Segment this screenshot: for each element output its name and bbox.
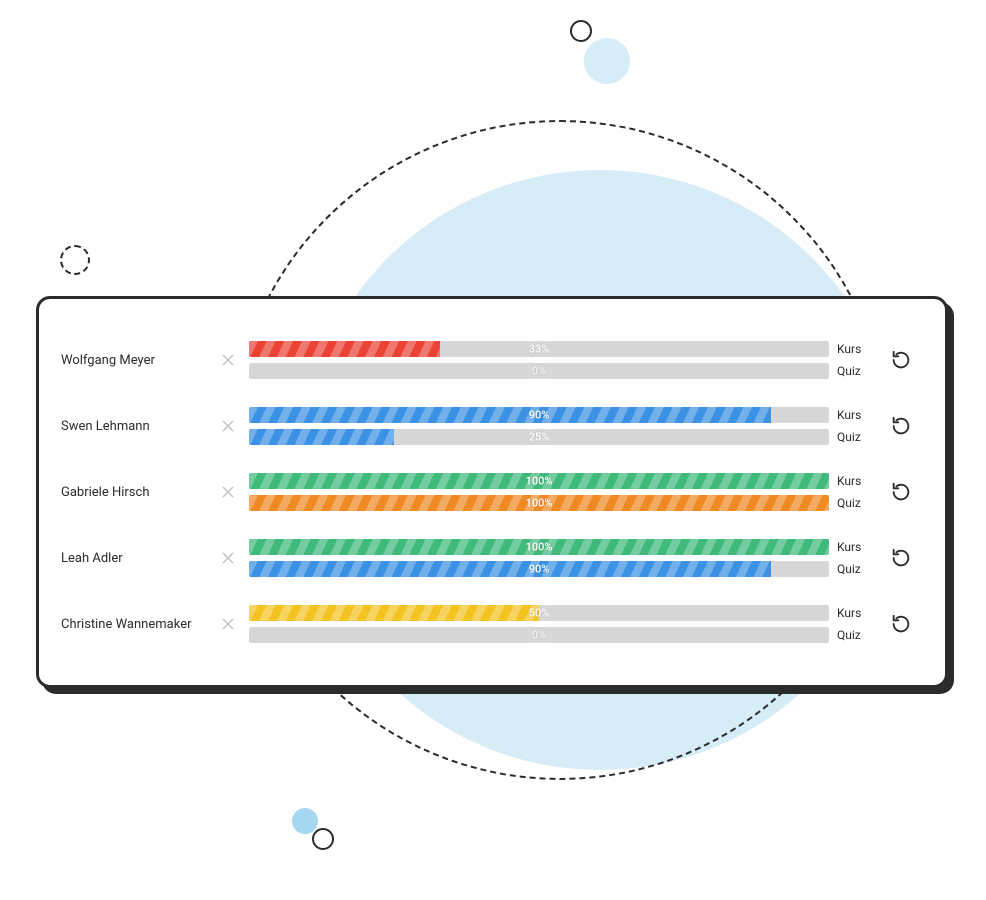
refresh-icon[interactable] [889,612,913,636]
progress-bars: 100% 90% [249,539,829,577]
progress-bar: 0% [249,627,829,643]
quiz-label: Quiz [837,429,881,445]
progress-bar: 100% [249,473,829,489]
student-name: Wolfgang Meyer [61,353,211,368]
student-row: Wolfgang Meyer 33% 0% Kurs Quiz [61,327,923,393]
deco-left-dashed-circle [60,245,90,275]
student-name: Christine Wannemaker [61,617,211,632]
student-name: Gabriele Hirsch [61,485,211,500]
bar-labels: Kurs Quiz [837,539,881,577]
quiz-label: Quiz [837,495,881,511]
progress-bar: 0% [249,363,829,379]
bar-labels: Kurs Quiz [837,407,881,445]
bar-labels: Kurs Quiz [837,473,881,511]
student-row: Leah Adler 100% 90% Kurs Quiz [61,525,923,591]
refresh-icon[interactable] [889,546,913,570]
progress-value: 100% [526,475,553,488]
progress-bar: 90% [249,561,829,577]
progress-bars: 50% 0% [249,605,829,643]
progress-value: 0% [532,629,546,642]
quiz-label: Quiz [837,363,881,379]
progress-card: Wolfgang Meyer 33% 0% Kurs Quiz Swen Leh… [36,296,948,688]
progress-bar: 100% [249,539,829,555]
refresh-icon[interactable] [889,348,913,372]
course-label: Kurs [837,605,881,621]
student-name: Swen Lehmann [61,419,211,434]
progress-value: 90% [529,409,550,422]
progress-bar: 33% [249,341,829,357]
progress-value: 100% [526,497,553,510]
progress-bars: 100% 100% [249,473,829,511]
progress-value: 90% [529,563,550,576]
student-row: Christine Wannemaker 50% 0% Kurs Quiz [61,591,923,657]
close-icon[interactable] [219,483,237,501]
course-label: Kurs [837,341,881,357]
course-label: Kurs [837,539,881,555]
quiz-label: Quiz [837,627,881,643]
course-label: Kurs [837,407,881,423]
progress-bar: 25% [249,429,829,445]
refresh-icon[interactable] [889,414,913,438]
progress-bar: 100% [249,495,829,511]
progress-bars: 33% 0% [249,341,829,379]
student-row: Gabriele Hirsch 100% 100% Kurs Quiz [61,459,923,525]
progress-bar: 90% [249,407,829,423]
progress-value: 25% [529,431,550,444]
close-icon[interactable] [219,417,237,435]
bar-labels: Kurs Quiz [837,605,881,643]
progress-value: 100% [526,541,553,554]
progress-value: 33% [529,343,550,356]
progress-value: 50% [529,607,550,620]
student-row: Swen Lehmann 90% 25% Kurs Quiz [61,393,923,459]
quiz-label: Quiz [837,561,881,577]
progress-bars: 90% 25% [249,407,829,445]
refresh-icon[interactable] [889,480,913,504]
progress-value: 0% [532,365,546,378]
student-name: Leah Adler [61,551,211,566]
progress-bar: 50% [249,605,829,621]
bar-labels: Kurs Quiz [837,341,881,379]
course-label: Kurs [837,473,881,489]
close-icon[interactable] [219,615,237,633]
close-icon[interactable] [219,351,237,369]
close-icon[interactable] [219,549,237,567]
